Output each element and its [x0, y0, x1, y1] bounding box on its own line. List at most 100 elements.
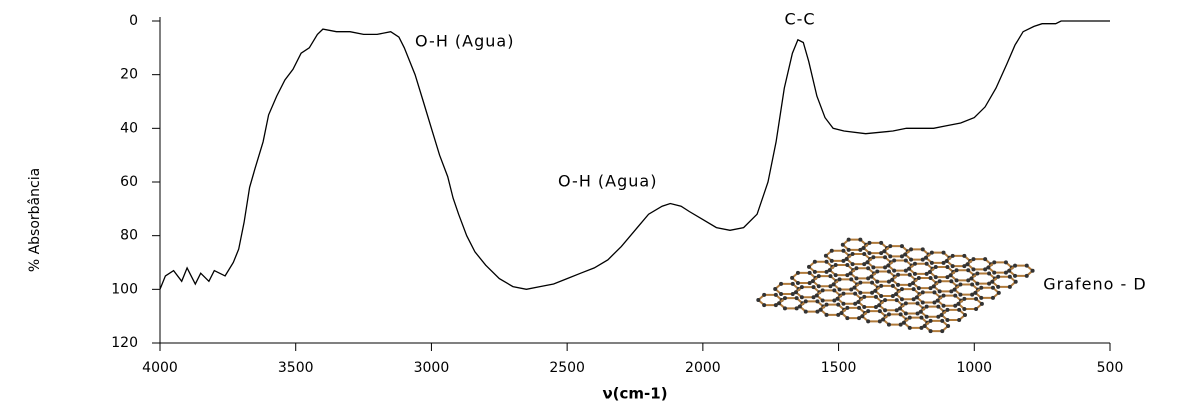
lattice-atom: [829, 248, 834, 253]
lattice-atom: [971, 257, 976, 262]
lattice-atom: [898, 322, 903, 327]
lattice-atom: [937, 279, 942, 284]
lattice-ring: [923, 319, 950, 333]
lattice-atom: [854, 266, 859, 271]
lattice-atom: [899, 297, 904, 302]
lattice-atom: [939, 312, 944, 317]
lattice-atom: [936, 304, 941, 309]
lattice-atom: [899, 287, 904, 292]
lattice-atom: [794, 290, 798, 295]
lattice-atom: [941, 260, 946, 265]
lattice-atom: [803, 309, 808, 314]
annotation: Grafeno - D: [1043, 275, 1146, 294]
lattice-atom: [857, 316, 862, 321]
lattice-atom: [909, 257, 914, 262]
y-tick-label: 0: [129, 13, 138, 29]
lattice-atom: [979, 295, 984, 300]
lattice-atom: [866, 266, 871, 271]
lattice-atom: [879, 283, 884, 288]
lattice-atom: [862, 251, 867, 256]
lattice-atom: [879, 240, 884, 245]
lattice-atom: [818, 307, 823, 312]
lattice-atom: [907, 325, 912, 330]
lattice-atom: [915, 311, 920, 316]
lattice-atom: [779, 292, 784, 297]
lattice-atom: [1013, 263, 1018, 268]
lattice-atom: [807, 280, 812, 285]
lattice-atom: [845, 263, 850, 268]
lattice-atom: [888, 254, 893, 259]
lattice-atom: [890, 293, 895, 298]
lattice-atom: [941, 250, 946, 255]
lattice-atom: [862, 262, 867, 267]
lattice-atom: [916, 276, 921, 281]
lattice-atom: [892, 268, 897, 273]
lattice-atom: [795, 280, 800, 285]
lattice-atom: [846, 237, 851, 242]
lattice-atom: [901, 320, 906, 325]
lattice-atom: [909, 247, 914, 252]
lattice-atom: [957, 318, 962, 323]
lattice-atom: [845, 316, 850, 321]
lattice-atom: [814, 293, 819, 298]
lattice-ring: [990, 275, 1018, 288]
lattice-atom: [924, 304, 929, 309]
lattice-atom: [892, 258, 897, 263]
lattice-atom: [886, 322, 891, 327]
lattice-atom: [803, 299, 808, 304]
lattice-atom: [877, 303, 882, 308]
lattice-atom: [831, 282, 836, 287]
lattice-atom: [1024, 263, 1029, 268]
lattice-atom: [799, 285, 804, 290]
lattice-atom: [916, 286, 921, 291]
lattice-atom: [920, 290, 925, 295]
lattice-atom: [924, 255, 928, 260]
lattice-atom: [890, 277, 895, 282]
annotation: C-C: [784, 10, 815, 29]
lattice-atom: [841, 258, 846, 263]
lattice-atom: [782, 296, 787, 301]
lattice-atom: [929, 260, 934, 265]
lattice-atom: [845, 305, 850, 310]
lattice-atom: [935, 298, 940, 303]
lattice-atom: [824, 312, 829, 317]
lattice-atom: [832, 298, 837, 303]
lattice-atom: [862, 294, 867, 299]
lattice-atom: [858, 247, 863, 252]
lattice-atom: [879, 251, 884, 256]
lattice-atom: [954, 278, 959, 283]
x-tick-label: 1000: [956, 360, 992, 376]
lattice-atom: [969, 276, 974, 281]
lattice-atom: [966, 268, 971, 273]
lattice-atom: [837, 277, 842, 282]
lattice-atom: [928, 318, 933, 323]
lattice-atom: [922, 324, 927, 328]
lattice-atom: [894, 292, 899, 297]
y-tick-label: 80: [120, 228, 138, 244]
lattice-atom: [907, 272, 912, 277]
lattice-atom: [823, 253, 828, 258]
lattice-atom: [840, 242, 845, 247]
lattice-atom: [836, 302, 841, 307]
lattice-atom: [807, 264, 811, 269]
x-tick-label: 4000: [142, 360, 178, 376]
lattice-atom: [903, 301, 908, 306]
lattice-atom: [965, 262, 970, 267]
lattice-atom: [1007, 284, 1012, 289]
lattice-atom: [860, 314, 865, 319]
lattice-atom: [948, 273, 953, 278]
x-tick-label: 3500: [278, 360, 314, 376]
lattice-atom: [762, 303, 767, 308]
lattice-atom: [870, 290, 875, 295]
lattice-atom: [790, 275, 795, 280]
lattice-atom: [958, 292, 963, 297]
lattice-atom: [912, 271, 917, 276]
lattice-atom: [756, 298, 761, 302]
lattice-atom: [941, 303, 946, 308]
lattice-atom: [873, 305, 878, 310]
lattice-atom: [945, 318, 950, 323]
lattice-atom: [852, 285, 857, 290]
lattice-atom: [824, 259, 829, 264]
lattice-atom: [950, 253, 955, 258]
